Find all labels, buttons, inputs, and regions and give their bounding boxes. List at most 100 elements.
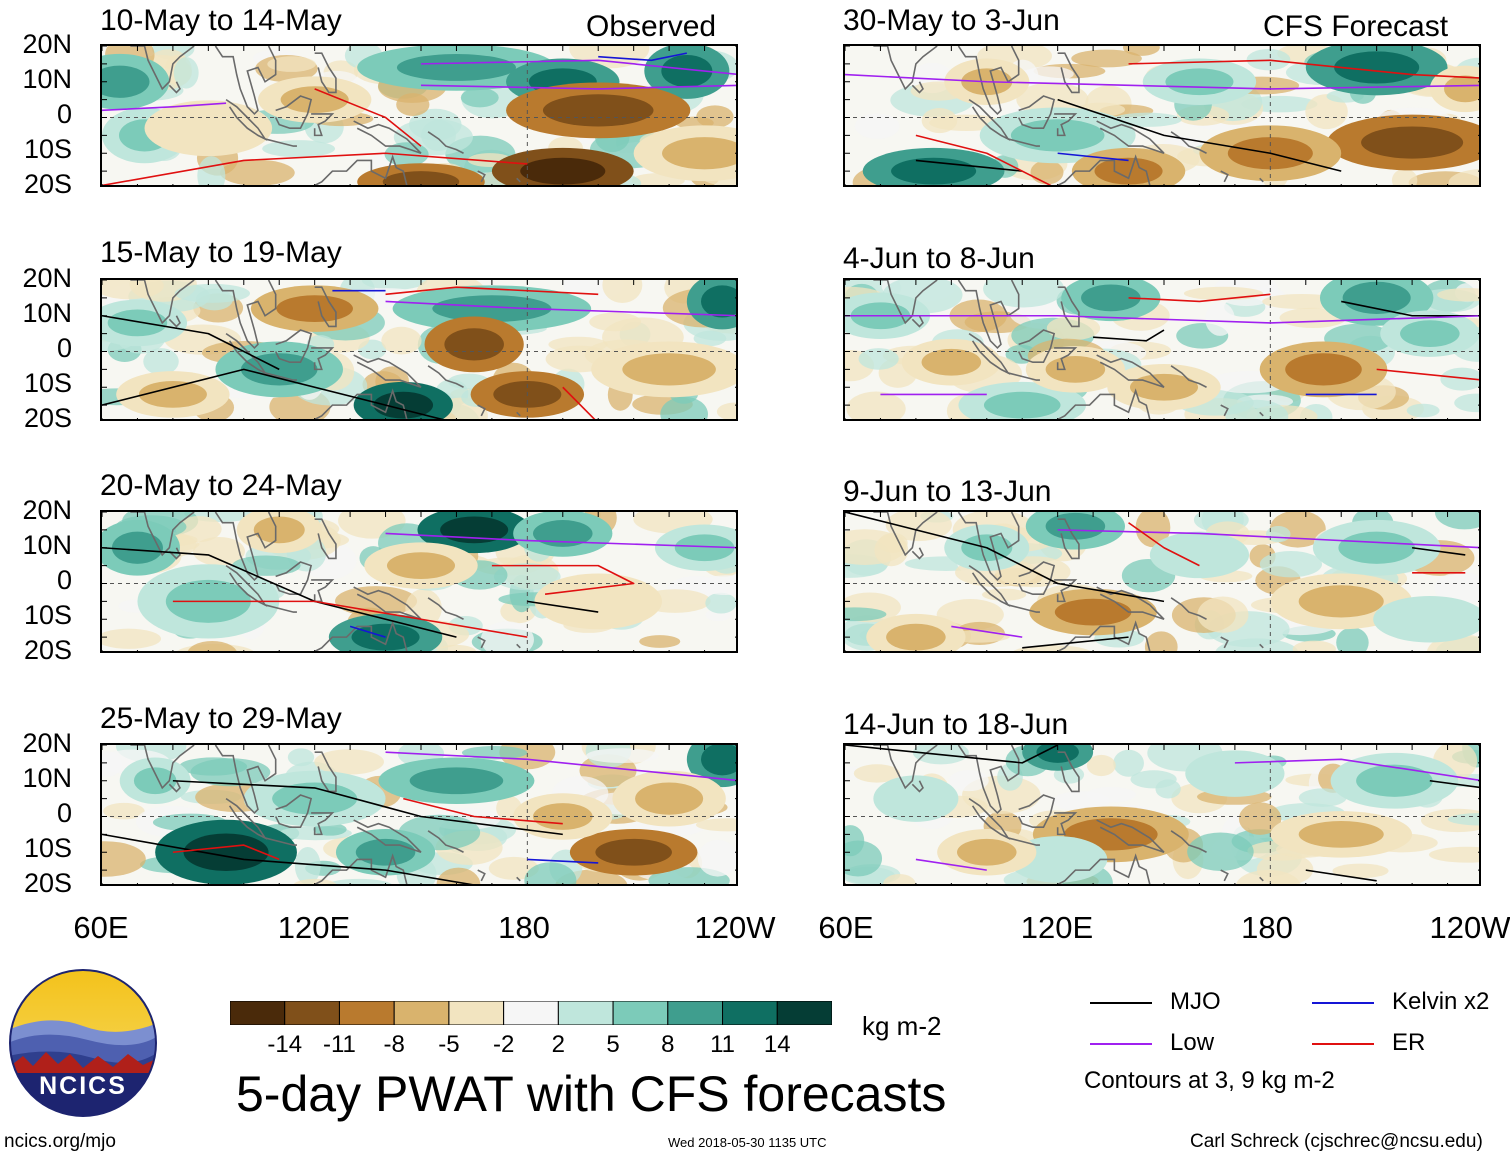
contour-line xyxy=(385,751,736,782)
coastline xyxy=(1220,170,1229,183)
anomaly-core xyxy=(276,295,353,323)
contour-line xyxy=(172,844,280,861)
contour-line xyxy=(403,797,563,825)
contour-line xyxy=(1128,293,1271,303)
anomaly-cell xyxy=(1428,846,1479,863)
contour-line xyxy=(420,59,736,76)
anomaly-core xyxy=(1395,605,1464,633)
anomaly-cell xyxy=(143,348,179,375)
anomaly-core xyxy=(1081,284,1141,312)
legend-kelvin-line xyxy=(1312,1002,1374,1004)
logo-text: NCICS xyxy=(39,1072,127,1100)
coastline xyxy=(957,745,1020,815)
coastline xyxy=(477,170,486,183)
anomaly-core xyxy=(170,112,247,145)
cfs-forecast-tag: CFS Forecast xyxy=(1263,10,1449,43)
coastline xyxy=(1056,388,1151,419)
anomaly-core xyxy=(138,380,207,408)
panel-title-obs-2: 15-May to 19-May xyxy=(100,236,342,269)
colorbar-swatch xyxy=(284,1000,340,1026)
contour-line xyxy=(845,512,1165,603)
contour-line xyxy=(172,600,528,638)
panel-title-obs-4: 25-May to 29-May xyxy=(100,702,342,735)
colorbar-tick-label: 2 xyxy=(551,1031,566,1058)
lat-tick-label: 10N xyxy=(22,298,72,328)
anomaly-core xyxy=(386,552,456,580)
anomaly-cell xyxy=(589,312,642,332)
anomaly-core xyxy=(595,838,672,866)
coastline xyxy=(264,837,297,846)
anomaly-core xyxy=(1356,764,1433,797)
colorbar-swatch xyxy=(229,1000,286,1026)
colorbar-tick-label: -14 xyxy=(267,1031,303,1058)
lat-tick-label: 0 xyxy=(56,565,72,595)
ncics-logo: NCICS xyxy=(8,968,158,1118)
lat-tick-label: 10N xyxy=(22,530,72,560)
coastline xyxy=(1259,876,1264,882)
coastline xyxy=(130,745,195,790)
coastline xyxy=(968,564,1011,608)
anomaly-cell xyxy=(293,878,337,884)
anomaly-cell xyxy=(1071,49,1142,68)
contour-line xyxy=(915,134,1052,185)
contour-line xyxy=(385,532,736,549)
anomaly-core xyxy=(1298,585,1384,618)
coastline xyxy=(1220,404,1229,417)
anomaly-cell xyxy=(858,348,899,370)
lat-tick-label: 0 xyxy=(56,333,72,363)
anomaly-core xyxy=(1165,68,1234,96)
coastline xyxy=(516,177,521,183)
anomaly-cell xyxy=(220,159,295,185)
anomaly-cell xyxy=(845,825,865,857)
colorbar-tick-label: 14 xyxy=(763,1031,791,1058)
coastline xyxy=(168,315,181,328)
anomaly-cell xyxy=(1256,853,1314,884)
anomaly-core xyxy=(444,328,504,361)
lat-tick-label: 20N xyxy=(22,263,72,293)
contour-line xyxy=(1429,779,1479,789)
anomaly-cell xyxy=(1298,788,1347,807)
anomaly-core xyxy=(886,623,946,651)
coastline xyxy=(1017,794,1056,829)
lat-tick-label: 20S xyxy=(23,169,72,199)
coastline xyxy=(168,547,181,560)
coastline xyxy=(1220,636,1229,649)
coastline xyxy=(427,830,464,853)
anomaly-cell xyxy=(174,283,250,303)
site-url[interactable]: ncics.org/mjo xyxy=(4,1131,116,1152)
anomaly-cell xyxy=(1434,512,1479,530)
colorbar-tick-label: 8 xyxy=(661,1031,675,1058)
lat-tick-label: 20S xyxy=(23,403,72,433)
anomaly-cell xyxy=(262,140,336,158)
anomaly-cell xyxy=(1187,832,1254,871)
anomaly-cell xyxy=(602,280,643,303)
lon-tick-label: 60E xyxy=(73,910,129,945)
anomaly-core xyxy=(661,54,713,88)
anomaly-core xyxy=(1361,126,1464,159)
coastline xyxy=(1170,830,1207,853)
coastline xyxy=(1096,586,1165,621)
anomaly-cell xyxy=(1437,287,1479,302)
coastline xyxy=(311,812,335,836)
anomaly-cell xyxy=(1265,526,1291,543)
anomaly-cell xyxy=(693,330,727,347)
anomaly-core xyxy=(674,534,735,562)
anomaly-cell xyxy=(695,818,736,832)
anomaly-core xyxy=(183,833,269,872)
colorbar-tick-label: -2 xyxy=(492,1031,515,1058)
anomaly-cell xyxy=(853,764,901,783)
anomaly-core xyxy=(635,782,704,815)
lat-tick-label: 10S xyxy=(23,600,72,630)
lat-tick-label: 10N xyxy=(22,763,72,793)
anomaly-cell xyxy=(294,846,321,884)
lon-tick-label: 120E xyxy=(277,910,351,945)
anomaly-cell xyxy=(1391,168,1418,185)
colorbar-swatch xyxy=(722,1000,778,1026)
coastline xyxy=(1007,138,1040,147)
coastline xyxy=(1057,286,1080,328)
lon-tick-label: 120E xyxy=(1020,910,1094,945)
anomaly-cell xyxy=(1030,160,1064,185)
coastline xyxy=(516,411,521,417)
anomaly-cell xyxy=(460,87,499,108)
coastline xyxy=(225,98,268,142)
